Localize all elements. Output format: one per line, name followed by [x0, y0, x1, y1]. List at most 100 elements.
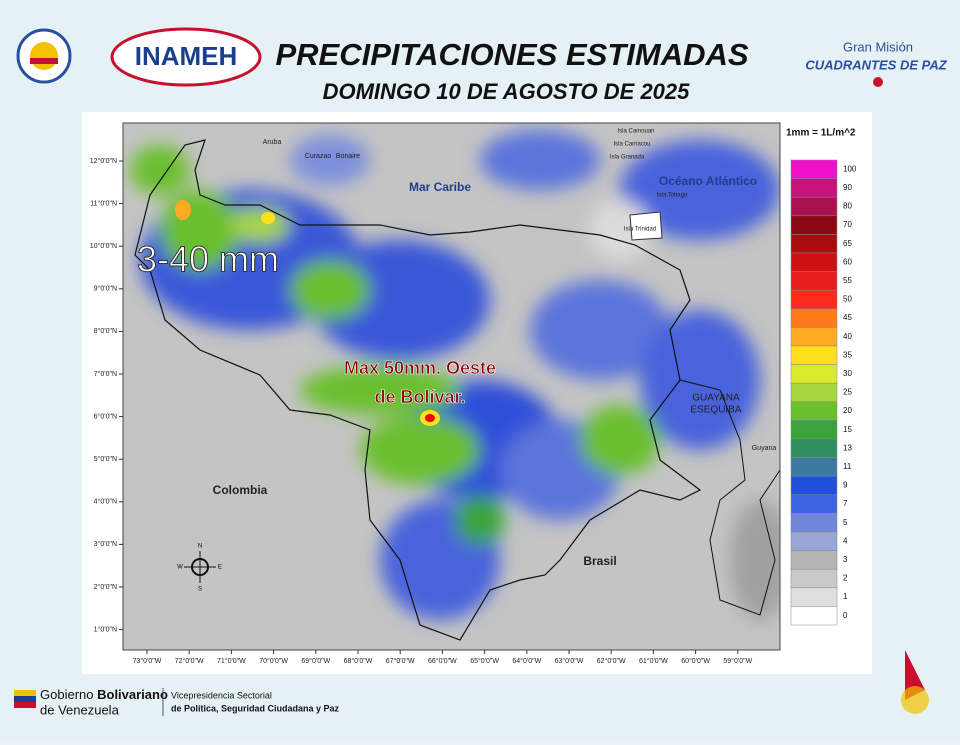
- legend-swatch: [790, 494, 838, 514]
- lat-tick-label: 1°0'0"N: [94, 625, 117, 633]
- legend-swatch: [790, 513, 838, 533]
- logo-text: CUADRANTES DE PAZ: [805, 57, 947, 72]
- legend-label: 50: [843, 295, 852, 304]
- legend-swatch: [790, 587, 838, 607]
- legend-swatch: [790, 252, 838, 272]
- legend-swatch: [790, 327, 838, 347]
- place-label: Curazao: [305, 153, 332, 160]
- legend-label: 25: [843, 388, 852, 397]
- legend-label: 13: [843, 443, 852, 452]
- legend-label: 80: [843, 202, 852, 211]
- legend-label: 4: [843, 536, 848, 545]
- compass-label: W: [177, 565, 183, 571]
- lon-tick-label: 64°0'0"W: [512, 657, 541, 665]
- max-annotation: de Bolívar.: [374, 387, 465, 407]
- map-frame: [122, 122, 781, 651]
- lon-tick-label: 73°0'0"W: [133, 657, 162, 665]
- logo-left: INAMEH: [16, 27, 262, 87]
- lat-tick-label: 7°0'0"N: [94, 370, 117, 378]
- precip-field: [123, 123, 780, 650]
- place-label: Isla Camouan: [617, 129, 654, 135]
- border-line: [679, 379, 780, 616]
- lat-tick-label: 10°0'0"N: [90, 242, 117, 250]
- place-label: Isla Trinidad: [624, 227, 656, 233]
- place-label: Brasil: [583, 554, 616, 568]
- island: [629, 211, 663, 241]
- legend-swatch: [790, 159, 838, 179]
- footer: Gobierno Bolivariano de Venezuela Vicepr…: [14, 650, 929, 717]
- place-label: Isla Granada: [610, 155, 645, 161]
- place-label: ESEQUIBA: [690, 405, 741, 416]
- legend-label: 55: [843, 276, 852, 285]
- legend-swatch: [790, 606, 838, 626]
- place-label: Isla Tobago: [657, 193, 688, 199]
- legend-swatch: [790, 215, 838, 235]
- place-label: GUAYANA: [692, 393, 740, 404]
- place-label: Guyana: [752, 445, 777, 452]
- max-annotation: Max 50mm. Oeste: [344, 358, 496, 378]
- lon-tick-label: 71°0'0"W: [217, 657, 246, 665]
- legend-label: 2: [843, 574, 848, 583]
- footer-text: de Política, Seguridad Ciudadana y Paz: [171, 703, 340, 713]
- lat-tick-label: 6°0'0"N: [94, 412, 117, 420]
- compass-label: S: [198, 587, 202, 593]
- lat-tick-label: 5°0'0"N: [94, 455, 117, 463]
- legend-label: 60: [843, 257, 852, 266]
- footer-text: Bolivariano: [97, 687, 168, 702]
- footer-text: Gobierno Bolivariano: [40, 687, 168, 702]
- place-label: Colombia: [213, 483, 268, 497]
- logo-right: Gran Misión CUADRANTES DE PAZ: [805, 39, 948, 87]
- legend-label: 3: [843, 555, 848, 564]
- place-label: Aruba: [263, 139, 282, 146]
- precip-peak: [261, 212, 275, 224]
- legend-label: 65: [843, 239, 852, 248]
- legend-label: 11: [843, 462, 852, 471]
- legend-label: 35: [843, 350, 852, 359]
- legend-label: 9: [843, 481, 848, 490]
- lon-tick-label: 59°0'0"W: [723, 657, 752, 665]
- legend-swatch: [790, 401, 838, 421]
- subtitle: DOMINGO 10 DE AGOSTO DE 2025: [323, 79, 691, 104]
- lon-tick-label: 66°0'0"W: [428, 657, 457, 665]
- range-annotation: 3-40 mm: [137, 239, 279, 280]
- legend-label: 40: [843, 332, 852, 341]
- legend-swatch: [790, 271, 838, 291]
- legend-swatch: [790, 420, 838, 440]
- legend-swatch: [790, 438, 838, 458]
- logo-text: INAMEH: [135, 41, 238, 71]
- lon-tick-label: 67°0'0"W: [386, 657, 415, 665]
- lon-tick-label: 62°0'0"W: [597, 657, 626, 665]
- footer-text: Vicepresidencia Sectorial: [171, 690, 272, 700]
- legend-swatch: [790, 457, 838, 477]
- legend-label: 15: [843, 425, 852, 434]
- lon-tick-label: 61°0'0"W: [639, 657, 668, 665]
- lon-tick-label: 68°0'0"W: [344, 657, 373, 665]
- lon-tick-label: 60°0'0"W: [681, 657, 710, 665]
- legend-label: 100: [843, 164, 857, 173]
- axis-ticks: 12°0'0"N 11°0'0"N 10°0'0"N 9°0'0"N 8°0'0"N 7°…: [90, 157, 753, 665]
- place-label: Mar Caribe: [409, 180, 471, 194]
- legend-label: 30: [843, 369, 852, 378]
- lon-tick-label: 70°0'0"W: [259, 657, 288, 665]
- legend-swatch: [790, 345, 838, 365]
- legend-swatch: [790, 382, 838, 403]
- lat-tick-label: 12°0'0"N: [90, 157, 117, 165]
- legend-swatch: [790, 178, 838, 198]
- lat-tick-label: 2°0'0"N: [94, 583, 117, 591]
- legend-swatch: [790, 475, 838, 496]
- lon-tick-label: 65°0'0"W: [470, 657, 499, 665]
- legend-swatch: [790, 196, 838, 217]
- logo-text: Gran Misión: [843, 39, 913, 54]
- legend-label: 70: [843, 220, 852, 229]
- lon-tick-label: 72°0'0"W: [175, 657, 204, 665]
- footer-text: de Venezuela: [40, 702, 120, 717]
- place-label: Bonaire: [336, 153, 360, 160]
- legend-unit: 1mm = 1L/m^2: [786, 128, 856, 139]
- lat-tick-label: 3°0'0"N: [94, 540, 117, 548]
- footer-text: Gobierno: [40, 687, 93, 702]
- place-label: Isla Carriacou: [613, 142, 650, 148]
- compass-label: N: [198, 544, 202, 550]
- legend-label: 1: [843, 592, 848, 601]
- lon-tick-label: 63°0'0"W: [555, 657, 584, 665]
